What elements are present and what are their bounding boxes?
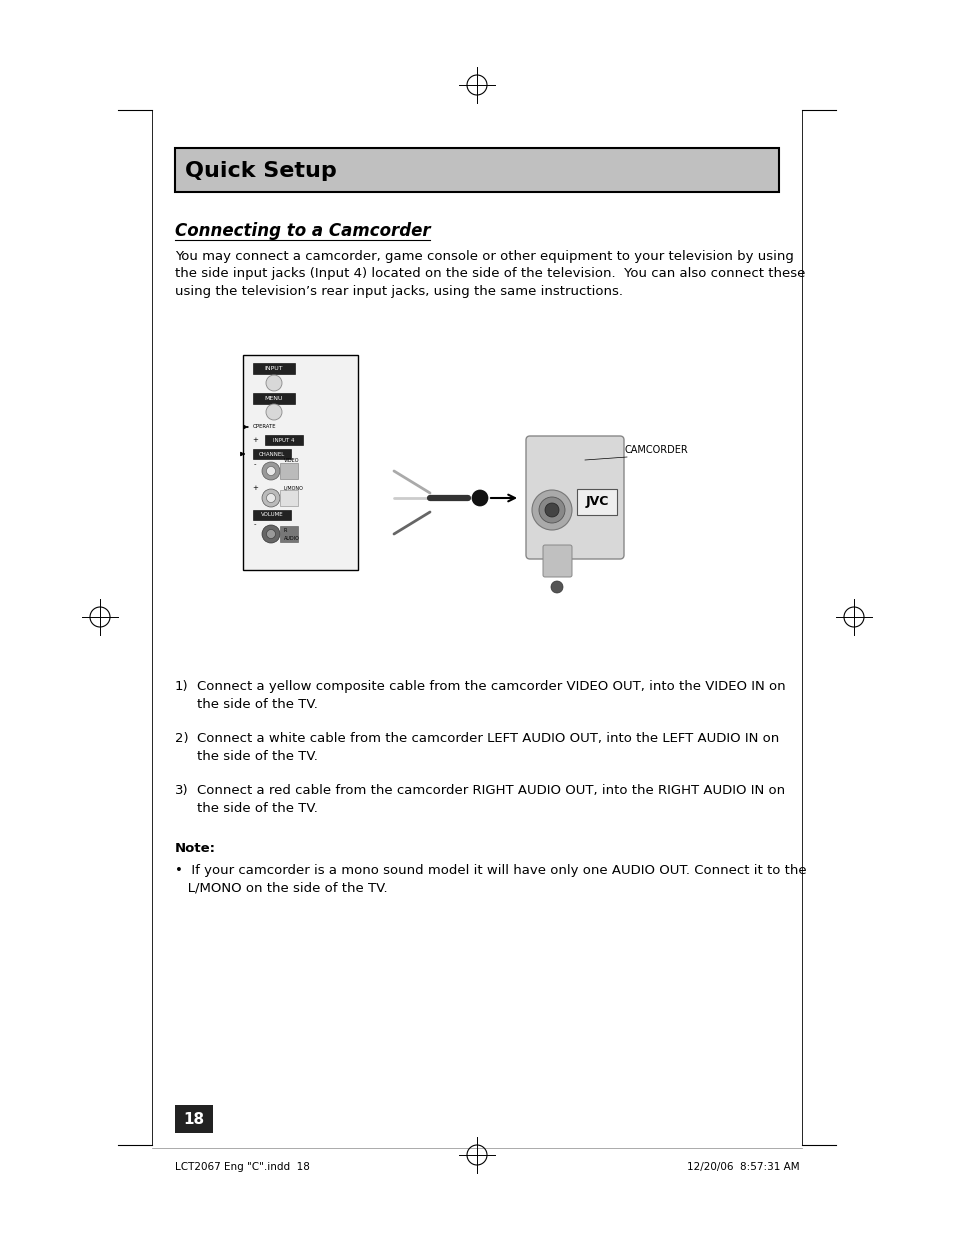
- Text: +: +: [252, 485, 257, 492]
- Text: L/MONO: L/MONO: [284, 485, 304, 490]
- Text: -: -: [253, 461, 256, 467]
- FancyBboxPatch shape: [525, 436, 623, 559]
- Text: +: +: [252, 437, 257, 443]
- Circle shape: [266, 494, 275, 503]
- FancyBboxPatch shape: [253, 363, 294, 374]
- Text: 18: 18: [183, 1112, 204, 1126]
- Text: -: -: [253, 521, 256, 527]
- Text: CAMCORDER: CAMCORDER: [624, 445, 688, 454]
- Circle shape: [262, 462, 280, 480]
- Text: OPERATE: OPERATE: [253, 425, 276, 430]
- Circle shape: [262, 489, 280, 508]
- Circle shape: [551, 580, 562, 593]
- Circle shape: [266, 467, 275, 475]
- Text: 2): 2): [174, 732, 189, 745]
- Text: You may connect a camcorder, game console or other equipment to your television : You may connect a camcorder, game consol…: [174, 249, 804, 298]
- FancyBboxPatch shape: [174, 148, 779, 191]
- FancyBboxPatch shape: [243, 354, 357, 571]
- Text: MENU: MENU: [265, 396, 283, 401]
- FancyBboxPatch shape: [280, 463, 297, 479]
- Text: JVC: JVC: [585, 495, 608, 509]
- Text: VIDEO: VIDEO: [284, 457, 299, 462]
- Text: 12/20/06  8:57:31 AM: 12/20/06 8:57:31 AM: [687, 1162, 800, 1172]
- Circle shape: [538, 496, 564, 522]
- FancyBboxPatch shape: [542, 545, 572, 577]
- Text: Note:: Note:: [174, 842, 215, 855]
- FancyBboxPatch shape: [174, 1105, 213, 1132]
- Text: Connect a red cable from the camcorder RIGHT AUDIO OUT, into the RIGHT AUDIO IN : Connect a red cable from the camcorder R…: [196, 784, 784, 815]
- FancyBboxPatch shape: [280, 526, 297, 542]
- Text: Connect a yellow composite cable from the camcorder VIDEO OUT, into the VIDEO IN: Connect a yellow composite cable from th…: [196, 680, 785, 710]
- FancyBboxPatch shape: [577, 489, 617, 515]
- Text: LCT2067 Eng "C".indd  18: LCT2067 Eng "C".indd 18: [174, 1162, 310, 1172]
- Circle shape: [544, 503, 558, 517]
- Text: Connecting to a Camcorder: Connecting to a Camcorder: [174, 222, 430, 240]
- Text: Quick Setup: Quick Setup: [185, 161, 336, 182]
- Text: VOLUME: VOLUME: [260, 513, 283, 517]
- Circle shape: [266, 530, 275, 538]
- Text: CHANNEL: CHANNEL: [258, 452, 285, 457]
- FancyBboxPatch shape: [253, 393, 294, 404]
- FancyBboxPatch shape: [253, 510, 291, 520]
- Circle shape: [262, 525, 280, 543]
- Circle shape: [532, 490, 572, 530]
- Circle shape: [266, 375, 282, 391]
- Circle shape: [472, 490, 488, 506]
- Text: Connect a white cable from the camcorder LEFT AUDIO OUT, into the LEFT AUDIO IN : Connect a white cable from the camcorder…: [196, 732, 779, 762]
- Text: INPUT: INPUT: [264, 366, 283, 370]
- Circle shape: [266, 404, 282, 420]
- FancyBboxPatch shape: [265, 435, 303, 445]
- Text: •  If your camcorder is a mono sound model it will have only one AUDIO OUT. Conn: • If your camcorder is a mono sound mode…: [174, 864, 806, 894]
- FancyBboxPatch shape: [280, 490, 297, 506]
- Text: R: R: [284, 527, 287, 532]
- Text: AUDIO: AUDIO: [284, 536, 299, 541]
- Text: 1): 1): [174, 680, 189, 693]
- Text: INPUT 4: INPUT 4: [273, 437, 294, 442]
- FancyBboxPatch shape: [253, 450, 291, 459]
- Text: 3): 3): [174, 784, 189, 797]
